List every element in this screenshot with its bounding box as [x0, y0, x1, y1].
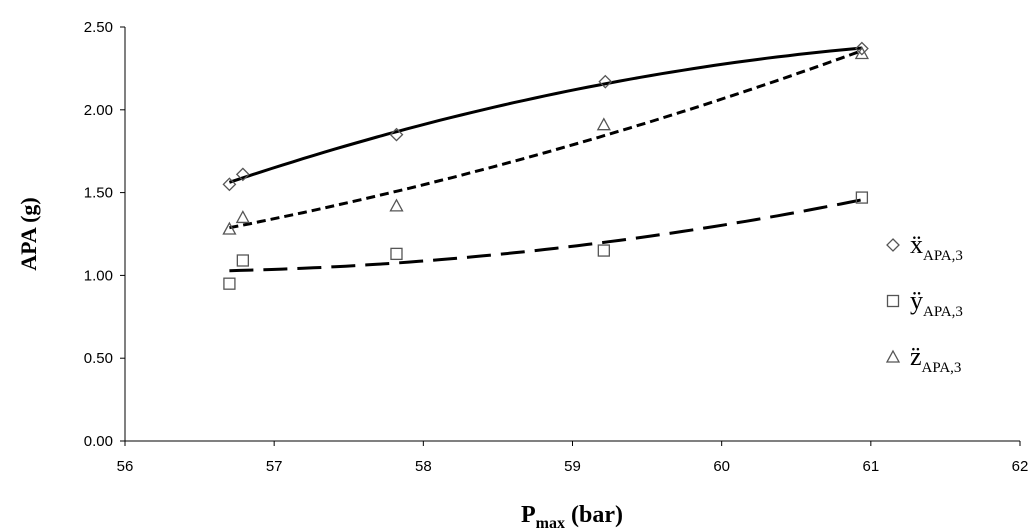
x-tick-label: 56 [117, 458, 134, 475]
legend-label: ẍAPA,3 [910, 230, 963, 264]
marker [598, 74, 613, 89]
y-tick-label: 0.00 [84, 433, 113, 450]
legend-label: z̈APA,3 [910, 342, 961, 376]
legend-name: ÿ [910, 286, 923, 315]
marker [389, 198, 404, 212]
x-tick-label: 59 [564, 458, 581, 475]
x-tick-label: 62 [1012, 458, 1029, 475]
marker [222, 221, 237, 235]
trend-line [229, 49, 863, 230]
y-tick-label: 1.00 [84, 267, 113, 284]
x-tick-label: 60 [713, 458, 730, 475]
legend-sub: APA,3 [923, 248, 963, 264]
x-tick-label: 61 [862, 458, 879, 475]
marker [597, 244, 610, 257]
marker [854, 41, 869, 56]
trend-line [228, 46, 863, 184]
marker [596, 117, 611, 131]
x-label-main: P [521, 502, 536, 528]
y-tick-label: 0.50 [84, 350, 113, 367]
marker [886, 294, 900, 308]
marker [236, 254, 249, 267]
marker [389, 127, 404, 142]
y-tick-label: 1.50 [84, 185, 113, 202]
x-label-rest: (bar) [565, 502, 623, 528]
y-tick-label: 2.00 [84, 102, 113, 119]
legend-name: ẍ [910, 230, 923, 259]
x-label-sub: max [536, 515, 565, 532]
marker [390, 247, 403, 261]
marker [885, 349, 901, 363]
marker [235, 167, 250, 182]
legend-sub: APA,3 [923, 304, 963, 320]
trend-line [229, 198, 863, 273]
marker [223, 277, 236, 290]
legend-sub: APA,3 [922, 360, 962, 376]
x-tick-label: 58 [415, 458, 432, 475]
marker [855, 191, 869, 204]
marker [886, 238, 900, 252]
x-tick-label: 57 [266, 458, 283, 475]
y-axis-label: APA (g) [16, 197, 41, 271]
marker [854, 46, 869, 60]
legend-label: ÿAPA,3 [910, 286, 963, 320]
marker [222, 177, 237, 192]
y-tick-label: 2.50 [84, 19, 113, 36]
x-axis-label: Pmax (bar) [521, 502, 623, 532]
marker [235, 210, 250, 224]
legend-name: z̈ [910, 342, 922, 371]
